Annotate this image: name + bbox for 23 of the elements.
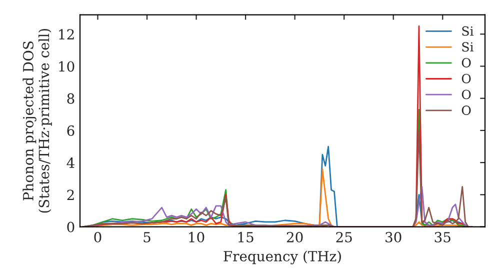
x-tick-label: 35	[434, 232, 450, 242]
y-axis-title: Phonon projected DOS (States/THz·primitive cell)	[22, 28, 52, 213]
x-tick-label: 5	[144, 232, 150, 242]
y-tick-label: 4	[66, 158, 74, 168]
x-tick-label: 15	[238, 232, 254, 242]
legend-label: O	[462, 106, 471, 116]
legend-label: Si	[462, 26, 474, 36]
x-axis-title: Frequency (THz)	[224, 250, 341, 264]
legend-label: O	[462, 74, 471, 84]
y-tick-label: 6	[67, 125, 74, 136]
x-tick-label: 25	[336, 232, 352, 242]
y-tick-label: 2	[67, 190, 74, 200]
y-tick-label: 8	[67, 93, 74, 104]
x-tick-label: 0	[94, 232, 102, 242]
y-tick-label: 12	[59, 29, 74, 40]
y-tick-label: 10	[59, 61, 74, 72]
x-tick-label: 10	[189, 232, 204, 242]
legend-label: O	[462, 58, 471, 68]
x-tick-label: 20	[286, 232, 303, 242]
legend-label: Si	[462, 42, 474, 52]
y-tick-label: 0	[67, 222, 74, 232]
legend-label: O	[462, 90, 471, 100]
x-tick-label: 30	[386, 232, 402, 242]
